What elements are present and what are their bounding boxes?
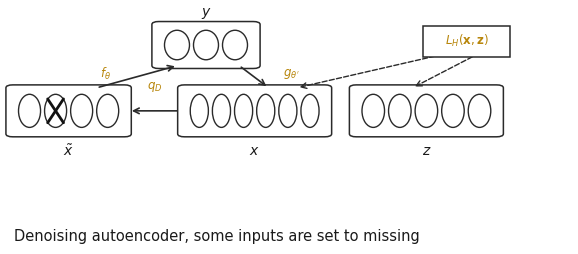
- Ellipse shape: [18, 94, 40, 128]
- Text: $x$: $x$: [249, 144, 260, 158]
- Ellipse shape: [71, 94, 92, 128]
- Text: $f_\theta$: $f_\theta$: [100, 66, 111, 82]
- FancyBboxPatch shape: [152, 22, 260, 69]
- Text: $z$: $z$: [421, 144, 431, 158]
- Ellipse shape: [301, 94, 319, 128]
- Ellipse shape: [194, 30, 218, 60]
- Ellipse shape: [279, 94, 297, 128]
- Ellipse shape: [97, 94, 118, 128]
- Ellipse shape: [165, 30, 190, 60]
- Ellipse shape: [257, 94, 275, 128]
- Ellipse shape: [235, 94, 253, 128]
- Ellipse shape: [45, 94, 66, 128]
- Ellipse shape: [415, 94, 438, 128]
- Ellipse shape: [388, 94, 411, 128]
- Text: $y$: $y$: [201, 6, 212, 21]
- Ellipse shape: [223, 30, 247, 60]
- FancyBboxPatch shape: [6, 85, 131, 137]
- Ellipse shape: [212, 94, 231, 128]
- FancyBboxPatch shape: [177, 85, 332, 137]
- Text: Denoising autoencoder, some inputs are set to missing: Denoising autoencoder, some inputs are s…: [14, 229, 420, 244]
- Text: $L_H(\mathbf{x}, \mathbf{z})$: $L_H(\mathbf{x}, \mathbf{z})$: [444, 33, 488, 49]
- Ellipse shape: [190, 94, 209, 128]
- Text: $q_D$: $q_D$: [147, 80, 162, 94]
- FancyBboxPatch shape: [423, 26, 510, 57]
- Ellipse shape: [362, 94, 384, 128]
- FancyBboxPatch shape: [349, 85, 503, 137]
- Text: $g_{\theta^{\prime}}$: $g_{\theta^{\prime}}$: [283, 67, 299, 81]
- Text: $\tilde{x}$: $\tilde{x}$: [63, 144, 74, 159]
- Ellipse shape: [468, 94, 491, 128]
- Ellipse shape: [442, 94, 464, 128]
